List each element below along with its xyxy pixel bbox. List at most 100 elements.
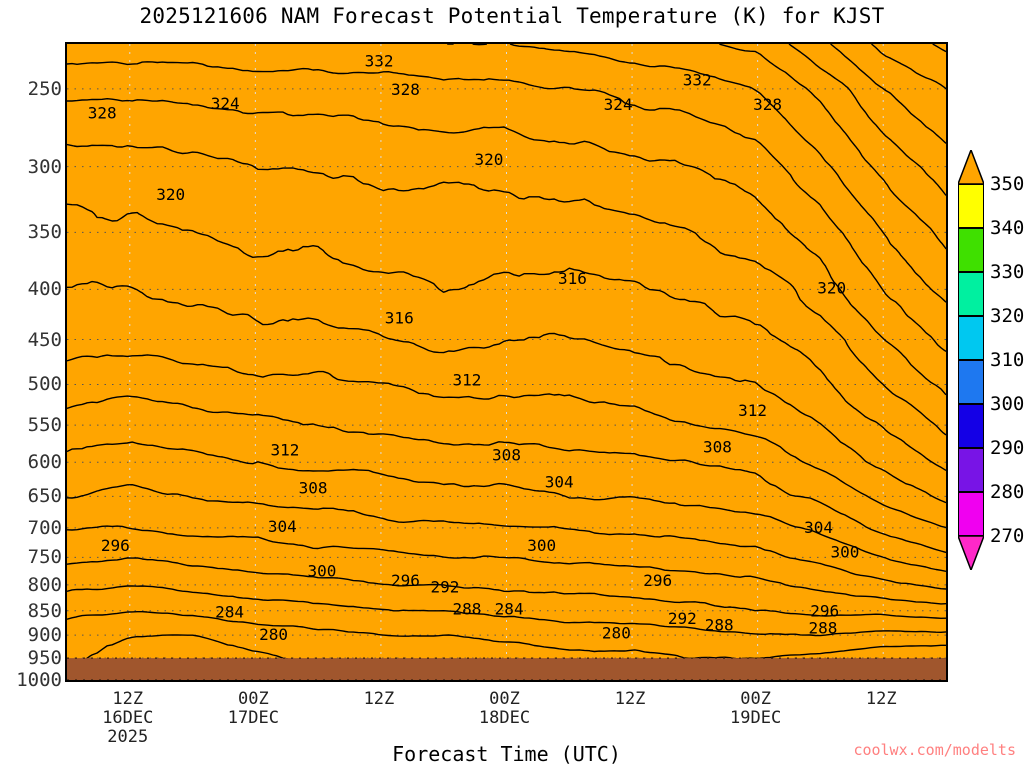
colorbar-tick-label: 270 <box>990 525 1024 547</box>
x-tick-hour: 12Z <box>112 689 144 709</box>
x-tick-hour: 00Z <box>489 689 520 709</box>
contour-label: 296 <box>810 601 839 620</box>
x-tick-hour: 12Z <box>614 689 646 709</box>
contour-label: 284 <box>215 603 244 622</box>
contour-label: 288 <box>705 615 734 634</box>
y-axis: 250 300 350 400 450 500 550 600 650 700 750 800 850 9… <box>0 42 62 691</box>
contour-label: 320 <box>474 150 503 169</box>
x-tick-label: 12Z <box>866 690 897 728</box>
colorbar-bottom-arrow <box>958 536 984 570</box>
contour-line <box>67 441 946 572</box>
colorbar-tick-label: 320 <box>990 305 1024 327</box>
contour-line <box>509 44 946 303</box>
contour-label: 316 <box>385 308 414 327</box>
contour-line <box>67 484 946 590</box>
contour-label: 296 <box>391 571 420 590</box>
contour-label: 288 <box>808 619 837 638</box>
y-tick-label: 650 <box>27 485 62 508</box>
contour-line <box>871 44 946 90</box>
y-tick-label: 900 <box>27 624 62 647</box>
contour-label: 312 <box>452 371 481 390</box>
x-tick-label: 00Z 17DEC <box>228 690 279 728</box>
contour-line <box>788 44 946 196</box>
contour-line <box>67 354 946 529</box>
y-tick-label: 250 <box>27 77 62 100</box>
contour-line <box>472 44 487 46</box>
colorbar-band <box>958 184 984 228</box>
contour-label: 300 <box>527 536 556 555</box>
contour-label: 292 <box>431 577 460 596</box>
colorbar-tick-label: 310 <box>990 349 1024 371</box>
contour-label: 324 <box>211 94 240 113</box>
colorbar-band <box>958 404 984 448</box>
colorbar-band <box>958 492 984 536</box>
x-tick-hour: 00Z <box>237 689 269 709</box>
contour-line <box>67 61 946 352</box>
contour-line <box>67 525 946 605</box>
contour-label: 304 <box>545 472 574 491</box>
filled-contour-bands <box>67 44 946 680</box>
colorbar-band <box>958 272 984 316</box>
x-axis-title: Forecast Time (UTC) <box>392 742 621 766</box>
x-tick-label: 00Z 19DEC <box>730 690 781 728</box>
x-tick-label: 00Z 18DEC <box>479 690 530 728</box>
y-tick-label: 800 <box>27 573 62 596</box>
page-title: 2025121606 NAM Forecast Potential Temper… <box>139 4 885 28</box>
x-tick-day: 16DEC <box>102 708 154 728</box>
contour-label: 328 <box>753 95 782 114</box>
contour-line <box>932 44 946 53</box>
y-tick-label: 450 <box>27 328 62 351</box>
colorbar-band <box>958 360 984 404</box>
contour-label: 304 <box>804 518 833 537</box>
contour-label: 324 <box>604 95 633 114</box>
contour-line <box>830 44 946 144</box>
x-tick-day <box>364 709 395 728</box>
contour-plot-canvas: 332 332 328 328 328 324 324 320 320 320 316 316 312 3… <box>67 44 946 680</box>
colorbar-tick-label: 340 <box>990 217 1024 239</box>
colorbar-tick-label: 280 <box>990 481 1024 503</box>
contour-line <box>67 585 946 637</box>
contour-label: 320 <box>156 185 185 204</box>
x-axis: 12Z 16DEC 2025 00Z 17DEC 12Z 00Z 18DEC 12Z 00Z 1… <box>65 684 948 754</box>
x-tick-label: 12Z 16DEC 2025 <box>102 690 153 747</box>
y-tick-label: 750 <box>27 546 62 569</box>
contour-label: 296 <box>101 536 130 555</box>
contour-line <box>67 634 317 680</box>
contour-label: 300 <box>307 561 336 580</box>
contour-label: 304 <box>268 517 297 536</box>
x-tick-hour: 12Z <box>865 689 897 709</box>
contour-label: 328 <box>88 103 117 122</box>
contour-label: 308 <box>703 437 732 456</box>
y-tick-label: 600 <box>27 451 62 474</box>
colorbar-band <box>958 316 984 360</box>
y-tick-label: 400 <box>27 278 62 301</box>
y-tick-label: 550 <box>27 414 62 437</box>
colorbar: 350 340 330 320 310 300 290 280 270 <box>958 150 1024 570</box>
x-tick-day: 18DEC <box>478 708 531 728</box>
x-tick-day <box>866 709 897 728</box>
y-tick-label: 300 <box>27 155 62 178</box>
contour-label: 316 <box>558 269 587 288</box>
contour-label: 312 <box>271 441 300 460</box>
contour-label: 308 <box>299 479 328 498</box>
x-tick-hour: 12Z <box>363 689 395 709</box>
contour-line <box>719 44 946 250</box>
contour-line <box>67 98 946 396</box>
y-tick-label: 500 <box>27 373 62 396</box>
contour-label: 284 <box>495 600 524 619</box>
colorbar-tick-label: 300 <box>990 393 1024 415</box>
fill-band <box>67 44 946 680</box>
x-tick-hour: 00Z <box>740 689 771 709</box>
attribution-credit: coolwx.com/modelts <box>853 741 1016 759</box>
terrain-surface <box>67 657 946 680</box>
contour-label: 332 <box>365 51 394 70</box>
contour-line <box>67 280 946 504</box>
y-tick-label: 700 <box>27 516 62 539</box>
contour-label: 308 <box>492 446 521 465</box>
contour-label: 296 <box>643 571 672 590</box>
contour-label: 292 <box>668 609 697 628</box>
y-tick-label: 950 <box>27 647 62 670</box>
contour-label: 312 <box>738 401 767 420</box>
colorbar-tick-label: 330 <box>990 261 1024 283</box>
contour-line <box>67 395 946 554</box>
